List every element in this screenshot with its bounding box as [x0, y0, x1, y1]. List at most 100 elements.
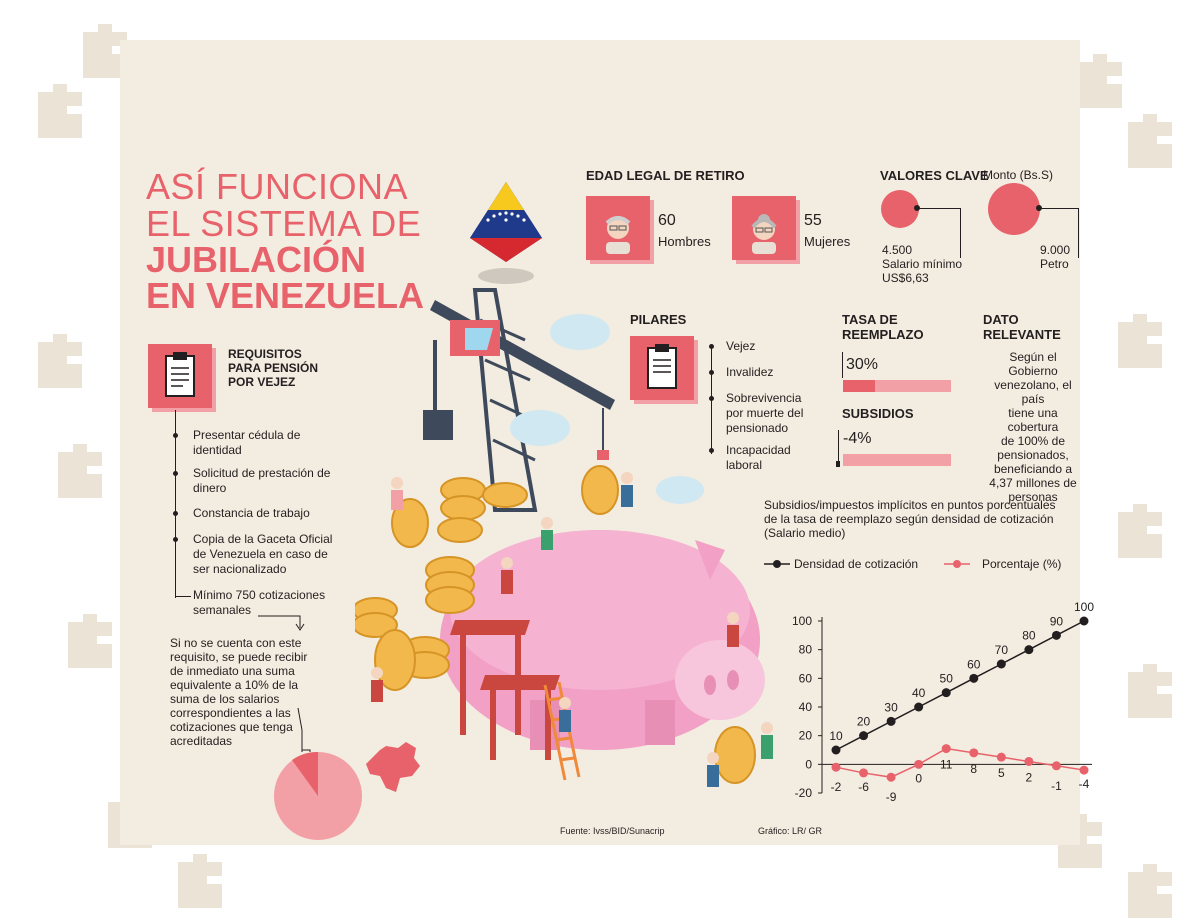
clipboard-icon	[165, 352, 195, 397]
man-avatar-icon	[605, 216, 631, 254]
dato-text: Según el Gobierno venezolano, el país tie…	[989, 350, 1077, 504]
subsidios-bar-track	[843, 454, 951, 466]
series-2-data-label: -6	[858, 780, 869, 794]
series-1-data-label: 40	[912, 686, 926, 700]
subsidios-bar-marker	[836, 461, 840, 467]
requisito-1: Presentar cédula de identidad	[193, 428, 301, 457]
series-2-data-label: -2	[831, 780, 842, 794]
series-2-point	[886, 772, 896, 782]
series-1-point	[831, 745, 841, 755]
tasa-value: 30%	[846, 356, 879, 373]
woman-avatar-box	[732, 196, 796, 260]
series-2-data-label: 0	[915, 771, 922, 785]
petro-label: Petro	[1040, 257, 1069, 271]
bullet	[173, 511, 178, 516]
series-1-point	[914, 702, 924, 712]
salario-connector-vertical	[960, 208, 961, 258]
women-age: 55	[804, 212, 822, 229]
bullet	[173, 433, 178, 438]
credit-text: Gráfico: LR/ GR	[758, 826, 823, 836]
piggy-bank-crane-illustration	[355, 288, 773, 787]
piggy-bank-icon	[440, 530, 765, 750]
petro-value: 9.000	[1040, 243, 1071, 257]
title-line-1: ASÍ FUNCIONA	[146, 166, 409, 207]
arrow-down-icon	[258, 615, 305, 631]
series-1-point	[859, 731, 869, 741]
series-2-data-label: 5	[998, 766, 1005, 780]
tasa-axis	[842, 352, 843, 378]
men-label: Hombres	[658, 234, 711, 249]
source-text: Fuente: Ivss/BID/Sunacrip	[560, 826, 665, 836]
y-tick-label: 20	[799, 729, 813, 743]
salario-bubble	[881, 190, 919, 228]
edad-header: EDAD LEGAL DE RETIRO	[586, 168, 745, 183]
man-avatar-box	[586, 196, 650, 260]
series-2-point	[859, 768, 869, 778]
series-2-point	[1079, 765, 1089, 775]
salario-usd: US$6,63	[882, 271, 929, 285]
series-2-data-label: 8	[970, 762, 977, 776]
title-line-3: JUBILACIÓN	[146, 239, 367, 280]
series-2-point	[831, 762, 841, 772]
series-1-point	[969, 673, 979, 683]
salario-label: Salario mínimo	[882, 257, 963, 271]
y-tick-label: -20	[795, 786, 813, 800]
series-line-1	[835, 620, 1085, 751]
pilar-2: Invalidez	[726, 365, 774, 379]
series-1-point	[941, 688, 951, 698]
tasa-bar-fill	[843, 380, 876, 392]
y-tick-label: 60	[799, 671, 813, 685]
pilares-header: PILARES	[630, 312, 687, 327]
bullet	[173, 537, 178, 542]
valores-header: VALORES CLAVE	[880, 168, 989, 183]
title-line-2: EL SISTEMA DE	[146, 203, 422, 244]
series-2-point	[914, 759, 924, 769]
petro-connector	[1040, 208, 1078, 209]
pilar-4: Incapacidad laboral	[726, 443, 791, 472]
requisito-5-connector	[175, 596, 191, 597]
men-age: 60	[658, 212, 676, 229]
bullet	[173, 471, 178, 476]
series-1-data-label: 50	[940, 672, 954, 686]
series-1-data-label: 20	[857, 715, 871, 729]
series-2-data-label: -4	[1079, 777, 1090, 791]
legend-series1-swatch	[764, 560, 790, 568]
crane-icon	[423, 288, 615, 512]
salario-connector	[918, 208, 960, 209]
petro-connector-vertical	[1078, 208, 1079, 258]
requisito-4: Copia de la Gaceta Oficial de Venezuela e…	[193, 532, 333, 576]
series-1-point	[996, 659, 1006, 669]
series-2-data-label: 11	[940, 758, 953, 772]
subsidios-value: -4%	[843, 430, 872, 447]
subsidios-axis	[838, 430, 839, 466]
series-1-data-label: 90	[1050, 614, 1064, 628]
series-2-point	[941, 744, 951, 754]
series-1-data-label: 10	[829, 729, 843, 743]
subsidios-header: SUBSIDIOS	[842, 406, 914, 421]
series-1-point	[1051, 630, 1061, 640]
legend-series2-swatch	[944, 560, 970, 568]
venezuela-flag-icon	[470, 182, 542, 284]
series-1-data-label: 60	[967, 657, 981, 671]
salario-value: 4.500	[882, 243, 913, 257]
y-tick-label: 80	[799, 643, 813, 657]
series-2-point	[1024, 756, 1034, 766]
series-1-data-label: 70	[995, 643, 1009, 657]
requisito-3: Constancia de trabajo	[193, 506, 310, 520]
y-tick-label: 0	[805, 757, 812, 771]
requisitos-timeline	[175, 410, 176, 598]
series-1-data-label: 100	[1074, 600, 1094, 614]
title-line-4: EN VENEZUELA	[146, 275, 425, 316]
pilares-icon-box	[630, 336, 694, 400]
series-1-data-label: 30	[884, 700, 898, 714]
bullet	[709, 448, 714, 453]
coin-stack-icon	[355, 465, 756, 784]
tasa-header: TASA DE REEMPLAZO	[842, 312, 924, 342]
series-1-point	[886, 716, 896, 726]
pilar-3: Sobrevivencia por muerte del pensionado	[726, 391, 804, 435]
bullet	[709, 344, 714, 349]
clipboard-icon	[647, 344, 677, 389]
monto-label: Monto (Bs.S)	[983, 168, 1054, 182]
bullet	[709, 370, 714, 375]
